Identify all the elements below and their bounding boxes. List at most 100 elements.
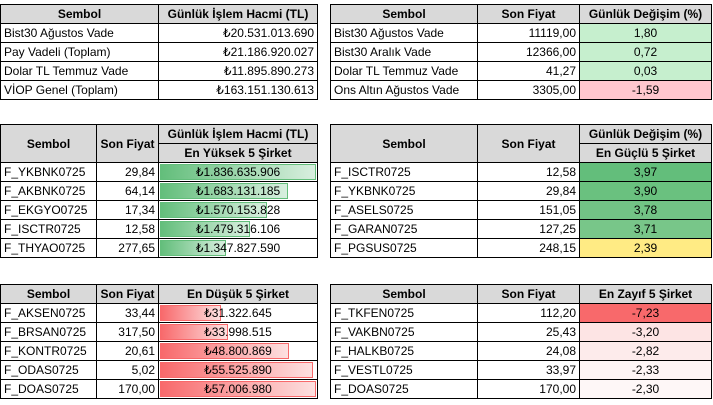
sembol-cell: F_KONTR0725 [0,341,97,361]
change-cell: -3,20 [579,322,712,342]
change-header: Günlük Değişim (%) [579,124,712,144]
sembol-cell: Bist30 Ağustos Vade [0,23,159,43]
strongest-table: Sembol Son Fiyat Günlük Değişim (%) En G… [330,124,712,258]
table-row: F_KONTR0725 20,61 ₺48.800.869 [0,341,318,361]
sembol-cell: F_AKBNK0725 [0,181,97,201]
volume-value: ₺1.479.316.106 [195,222,281,236]
table-row: F_BRSAN0725 317,50 ₺33.998.515 [0,322,318,342]
table-row: F_AKBNK0725 64,14 ₺1.683.131.185 [0,181,318,201]
table-row: Bist30 Ağustos Vade 11119,00 1,80 [330,23,712,43]
sembol-cell: F_THYAO0725 [0,238,97,258]
table-row: F_ODAS0725 5,02 ₺55.525.890 [0,360,318,380]
sembol-cell: F_VAKBN0725 [330,322,478,342]
sembol-cell: F_DOAS0725 [330,379,478,399]
table-row: Ons Altın Ağustos Vade 3305,00 -1,59 [330,80,712,100]
price-cell: 33,97 [477,360,580,380]
sembol-header: Sembol [0,284,97,304]
price-cell: 17,34 [96,200,159,220]
sembol-cell: F_VESTL0725 [330,360,478,380]
sembol-header: Sembol [0,124,97,163]
price-cell: 41,27 [477,61,580,81]
sembol-cell: F_AKSEN0725 [0,303,97,323]
volume-value: ₺48.800.869 [204,344,272,358]
volume-value: ₺1.347.827.590 [195,241,281,255]
table-row: F_EKGYO0725 17,34 ₺1.570.153.828 [0,200,318,220]
header-row: Sembol Son Fiyat En Zayıf 5 Şirket [330,284,712,304]
volume-value: ₺31.322.645 [204,306,272,320]
sembol-header: Sembol [330,4,478,24]
weakest-subheader: En Zayıf 5 Şirket [579,284,712,304]
volume-cell: ₺1.683.131.185 [158,181,318,201]
volume-data-bar [160,221,250,237]
change-cell: -2,33 [579,360,712,380]
table-row: F_DOAS0725 170,00 ₺57.006.980 [0,379,318,399]
sembol-cell: Bist30 Aralık Vade [330,42,478,62]
price-cell: 20,61 [96,341,159,361]
sembol-cell: F_GARAN0725 [330,219,478,239]
low-volume-subheader: En Düşük 5 Şirket [158,284,318,304]
change-cell: 3,71 [579,219,712,239]
table-row: F_ASELS0725 151,05 3,78 [330,200,712,220]
viop-price-table: Sembol Son Fiyat Günlük Değişim (%) Bist… [330,4,712,100]
table-row: Dolar TL Temmuz Vade 41,27 0,03 [330,61,712,81]
strongest-subheader: En Güçlü 5 Şirket [579,143,712,163]
price-cell: 317,50 [96,322,159,342]
volume-data-bar [160,343,290,359]
volume-cell: ₺1.479.316.106 [158,219,318,239]
volume-cell: ₺1.836.635.906 [158,162,318,182]
sembol-cell: F_EKGYO0725 [0,200,97,220]
sembol-cell: Pay Vadeli (Toplam) [0,42,159,62]
price-cell: 277,65 [96,238,159,258]
volume-value: ₺55.525.890 [204,363,272,377]
table-row: F_TKFEN0725 112,20 -7,23 [330,303,712,323]
volume-cell: ₺163.151.130.613 [158,80,318,100]
price-cell: 112,20 [477,303,580,323]
volume-value: ₺1.570.153.828 [195,203,281,217]
table-row: F_YKBNK0725 29,84 3,90 [330,181,712,201]
volume-cell: ₺33.998.515 [158,322,318,342]
table-row: F_VAKBN0725 25,43 -3,20 [330,322,712,342]
volume-cell: ₺20.531.013.690 [158,23,318,43]
change-cell: -2,30 [579,379,712,399]
table-row: F_HALKB0725 24,08 -2,82 [330,341,712,361]
sembol-cell: Dolar TL Temmuz Vade [330,61,478,81]
price-cell: 11119,00 [477,23,580,43]
volume-cell: ₺31.322.645 [158,303,318,323]
header-row: Sembol Son Fiyat Günlük İşlem Hacmi (TL) [0,124,318,163]
price-header: Son Fiyat [96,124,159,163]
volume-cell: ₺48.800.869 [158,341,318,361]
table-row: VİOP Genel (Toplam) ₺163.151.130.613 [0,80,318,100]
sembol-header: Sembol [330,284,478,304]
price-cell: 3305,00 [477,80,580,100]
price-cell: 64,14 [96,181,159,201]
table-row: F_THYAO0725 277,65 ₺1.347.827.590 [0,238,318,258]
volume-cell: ₺1.570.153.828 [158,200,318,220]
change-cell: 3,90 [579,181,712,201]
sembol-cell: F_BRSAN0725 [0,322,97,342]
volume-header: Günlük İşlem Hacmi (TL) [158,4,318,24]
sembol-cell: F_DOAS0725 [0,379,97,399]
header-row: Sembol Son Fiyat Günlük Değişim (%) [330,124,712,163]
sembol-header: Sembol [330,124,478,163]
subheader-row: En Güçlü 5 Şirket [331,143,712,163]
volume-data-bar [160,240,226,256]
top-volume-table: Sembol Son Fiyat Günlük İşlem Hacmi (TL)… [0,124,318,258]
sembol-cell: F_ODAS0725 [0,360,97,380]
sembol-cell: F_ISCTR0725 [330,162,478,182]
header-row: Sembol Son Fiyat En Düşük 5 Şirket [0,284,318,304]
table-row: F_DOAS0725 170,00 -2,30 [330,379,712,399]
viop-volume-table: Sembol Günlük İşlem Hacmi (TL) Bist30 Ağ… [0,4,318,100]
change-cell: 0,03 [579,61,712,81]
price-cell: 29,84 [477,181,580,201]
price-cell: 151,05 [477,200,580,220]
sembol-cell: F_YKBNK0725 [330,181,478,201]
table-row: F_AKSEN0725 33,44 ₺31.322.645 [0,303,318,323]
sembol-cell: VİOP Genel (Toplam) [0,80,159,100]
price-cell: 12366,00 [477,42,580,62]
price-cell: 12,58 [477,162,580,182]
price-cell: 12,58 [96,219,159,239]
volume-cell: ₺57.006.980 [158,379,318,399]
price-header: Son Fiyat [477,124,580,163]
low-volume-table: Sembol Son Fiyat En Düşük 5 Şirket F_AKS… [0,284,318,399]
price-cell: 248,15 [477,238,580,258]
